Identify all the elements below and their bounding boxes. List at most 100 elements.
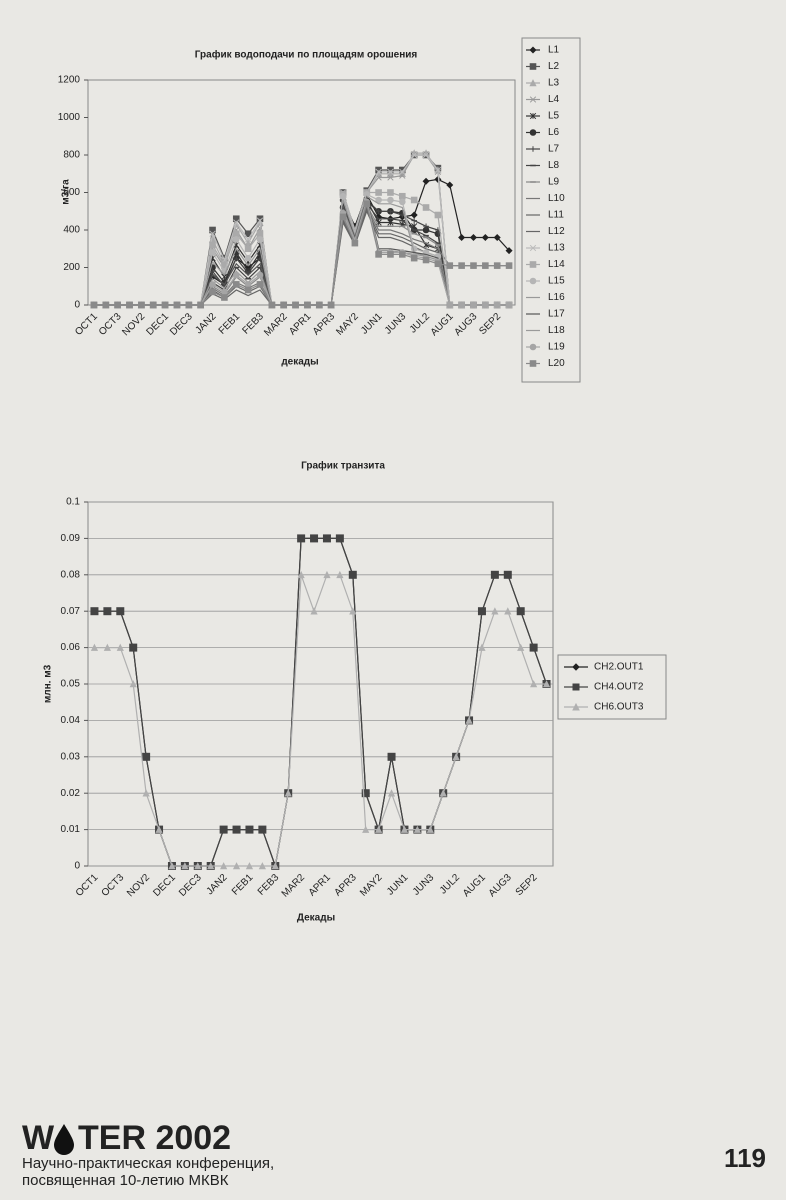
y-tick-label: 0 [74,300,80,311]
marker [529,112,537,120]
series-line [94,574,547,867]
marker [446,301,454,309]
marker [103,607,112,616]
marker [572,702,580,711]
marker [478,643,486,651]
marker [339,192,347,200]
marker [219,825,228,834]
marker [142,752,151,761]
marker [375,196,382,204]
marker [102,301,110,309]
marker [155,825,163,833]
marker [322,534,331,543]
marker [375,168,382,176]
marker [529,343,537,351]
marker [422,151,430,159]
y-tick-label: 0.05 [61,679,81,690]
footer-line: посвященная 10-летию МКВК [22,1172,229,1189]
marker [465,716,473,724]
marker [410,196,418,204]
marker [375,208,382,215]
marker [493,301,501,309]
legend-label: L3 [548,78,560,89]
marker [387,189,394,196]
marker [426,825,434,833]
y-tick-label: 0.1 [66,497,80,508]
marker [387,789,396,797]
marker [126,301,133,309]
marker [375,219,382,226]
marker [256,217,264,224]
marker [244,236,252,243]
legend-label: L19 [548,342,565,353]
marker [439,789,447,797]
marker [375,825,383,833]
marker [458,262,465,269]
marker [315,301,323,309]
marker [310,534,319,543]
y-tick-label: 0.01 [61,824,81,835]
marker [387,752,396,761]
marker [232,236,240,243]
marker [529,360,537,367]
y-tick-label: 1200 [58,75,81,86]
marker [387,174,394,181]
marker [209,268,216,275]
marker [284,789,292,797]
legend-label: L6 [548,127,560,138]
marker [505,301,513,309]
marker [410,254,418,262]
marker [411,217,417,224]
marker [232,281,240,288]
y-tick-label: 0.08 [61,569,81,580]
logo-text: TER 2002 [78,1119,231,1157]
marker [410,211,418,219]
y-tick-label: 600 [63,187,80,198]
marker [434,260,442,268]
footer-line: Научно-практическая конференция, [22,1155,274,1172]
marker [209,281,216,288]
marker [142,789,150,797]
y-tick-label: 0.03 [61,751,81,762]
marker [244,254,252,262]
marker [304,301,311,309]
marker [245,862,254,870]
marker [256,281,264,288]
marker [116,643,124,651]
legend-box [557,654,667,720]
marker [220,862,228,870]
marker [351,239,359,247]
y-axis-label: млн. м3 [43,664,54,703]
page-number: 119 [724,1143,766,1173]
marker [505,262,513,269]
marker [363,200,371,208]
marker [161,301,169,309]
marker [327,301,335,309]
marker [232,271,240,279]
marker [181,862,189,870]
legend-label: L18 [548,325,565,336]
y-axis-label: м3/га [61,179,72,205]
marker [477,607,486,616]
marker [458,233,466,242]
legend-label: L5 [548,111,560,122]
marker [90,643,99,651]
legend-label: L20 [548,358,565,369]
legend-label: L11 [548,210,564,221]
logo-letter: W [22,1119,55,1157]
marker [422,204,430,211]
y-tick-label: 0 [74,861,80,872]
marker [387,168,394,176]
marker [244,230,252,238]
marker [482,301,489,309]
marker [138,301,145,309]
legend-label: L15 [548,276,565,287]
legend-label: L2 [548,61,560,72]
marker [129,680,137,688]
marker [90,607,99,616]
marker [297,570,305,579]
legend-box [521,37,581,383]
marker [292,301,299,309]
